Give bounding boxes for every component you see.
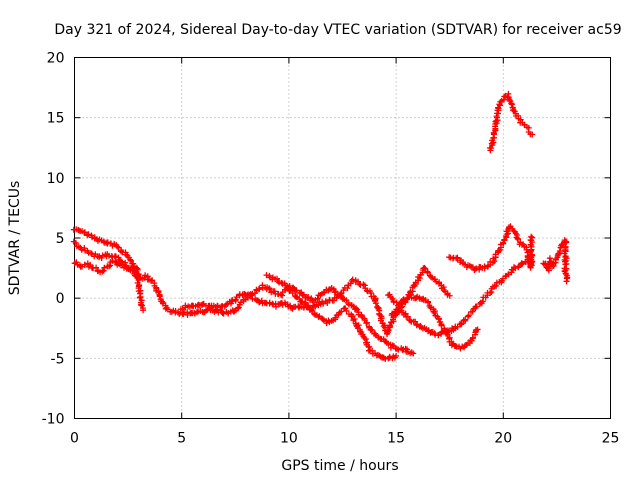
chart-title: Day 321 of 2024, Sidereal Day-to-day VTE…	[54, 22, 621, 38]
data-point	[528, 234, 534, 240]
data-points	[71, 91, 571, 362]
x-tick-label: 25	[602, 431, 620, 447]
y-tick-label: -5	[51, 351, 65, 367]
y-axis: -10 -5 0 5 10 15 20	[42, 51, 611, 428]
series-trace-f	[264, 272, 481, 351]
x-tick-label: 20	[494, 431, 512, 447]
sdtvar-chart: Day 321 of 2024, Sidereal Day-to-day VTE…	[0, 0, 640, 480]
y-tick-label: 5	[56, 231, 65, 247]
y-axis-label: SDTVAR / TECUs	[7, 181, 23, 296]
data-point	[465, 314, 471, 320]
x-axis-label: GPS time / hours	[281, 458, 398, 474]
y-tick-label: 15	[47, 111, 65, 127]
series-trace-j	[487, 91, 535, 153]
x-tick-label: 0	[70, 431, 79, 447]
series-trace-b	[71, 239, 170, 311]
data-point	[138, 294, 144, 300]
y-tick-label: 10	[47, 171, 65, 187]
x-tick-label: 10	[280, 431, 298, 447]
x-tick-label: 15	[387, 431, 405, 447]
data-point	[564, 278, 570, 284]
series-trace-k	[540, 237, 570, 284]
x-tick-label: 5	[177, 431, 186, 447]
y-tick-label: 0	[56, 291, 65, 307]
y-tick-label: 20	[47, 51, 65, 67]
x-axis: 0 5 10 15 20 25	[70, 58, 619, 447]
y-tick-label: -10	[42, 412, 65, 428]
